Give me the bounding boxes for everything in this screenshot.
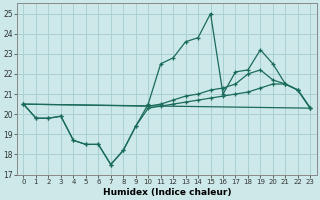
X-axis label: Humidex (Indice chaleur): Humidex (Indice chaleur) <box>103 188 231 197</box>
